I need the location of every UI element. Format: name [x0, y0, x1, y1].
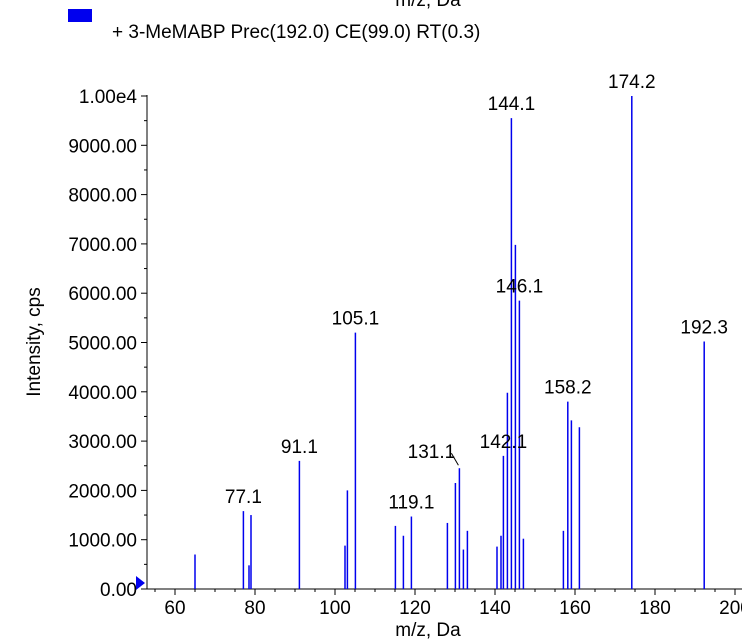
y-tick-label: 2000.00: [68, 481, 137, 502]
x-tick-label: 100: [319, 598, 351, 619]
bars: [194, 96, 705, 589]
legend-swatch: [68, 9, 92, 22]
x-tick-label: 180: [639, 598, 671, 619]
peak-label: 158.2: [544, 378, 592, 399]
y-tick-label: 4000.00: [68, 383, 137, 404]
y-tick-label: 5000.00: [68, 334, 137, 355]
y-tick-label: 1000.00: [68, 531, 137, 552]
peak-label-leader: [450, 452, 459, 466]
y-tick-label: 7000.00: [68, 235, 137, 256]
x-ticks: 60 80 100 120 140 160 180 200: [154, 589, 742, 619]
y-tick-label: 0.00: [100, 580, 137, 601]
peak-label: 144.1: [488, 94, 536, 115]
top-axis-title-fragment: m/z, Da: [395, 0, 461, 11]
peak-label: 77.1: [225, 487, 262, 508]
y-axis-title: Intensity, cps: [24, 287, 45, 396]
peak-label: 146.1: [496, 277, 544, 298]
peak-label: 131.1: [408, 442, 456, 463]
y-tick-label: 6000.00: [68, 284, 137, 305]
peak-labels: 77.1 91.1 105.1 119.1 131.1 142.1 144.1 146.1 15…: [225, 72, 728, 514]
x-tick-label: 60: [164, 598, 185, 619]
y-tick-label: 8000.00: [68, 186, 137, 207]
peak-label: 105.1: [332, 309, 380, 330]
y-tick-label: 9000.00: [68, 136, 137, 157]
x-tick-label: 160: [559, 598, 591, 619]
peak-label: 174.2: [608, 72, 656, 93]
x-tick-label: 140: [479, 598, 511, 619]
legend: + 3-MeMABP Prec(192.0) CE(99.0) RT(0.3): [68, 9, 480, 43]
y-ticks: 0.00 1000.00 2000.00 3000.00 4000.00 5000.00 6…: [68, 87, 147, 601]
peak-label: 192.3: [680, 318, 728, 339]
y-tick-label: 1.00e4: [79, 87, 138, 108]
x-axis-title: m/z, Da: [395, 620, 461, 641]
peak-label: 119.1: [388, 493, 434, 514]
start-marker-icon: [136, 576, 145, 590]
peak-label: 142.1: [480, 432, 528, 453]
x-tick-label: 200: [719, 598, 742, 619]
x-tick-label: 80: [244, 598, 265, 619]
y-tick-label: 3000.00: [68, 432, 137, 453]
legend-label: + 3-MeMABP Prec(192.0) CE(99.0) RT(0.3): [112, 22, 480, 43]
x-tick-label: 120: [399, 598, 431, 619]
peak-label: 91.1: [281, 437, 318, 458]
